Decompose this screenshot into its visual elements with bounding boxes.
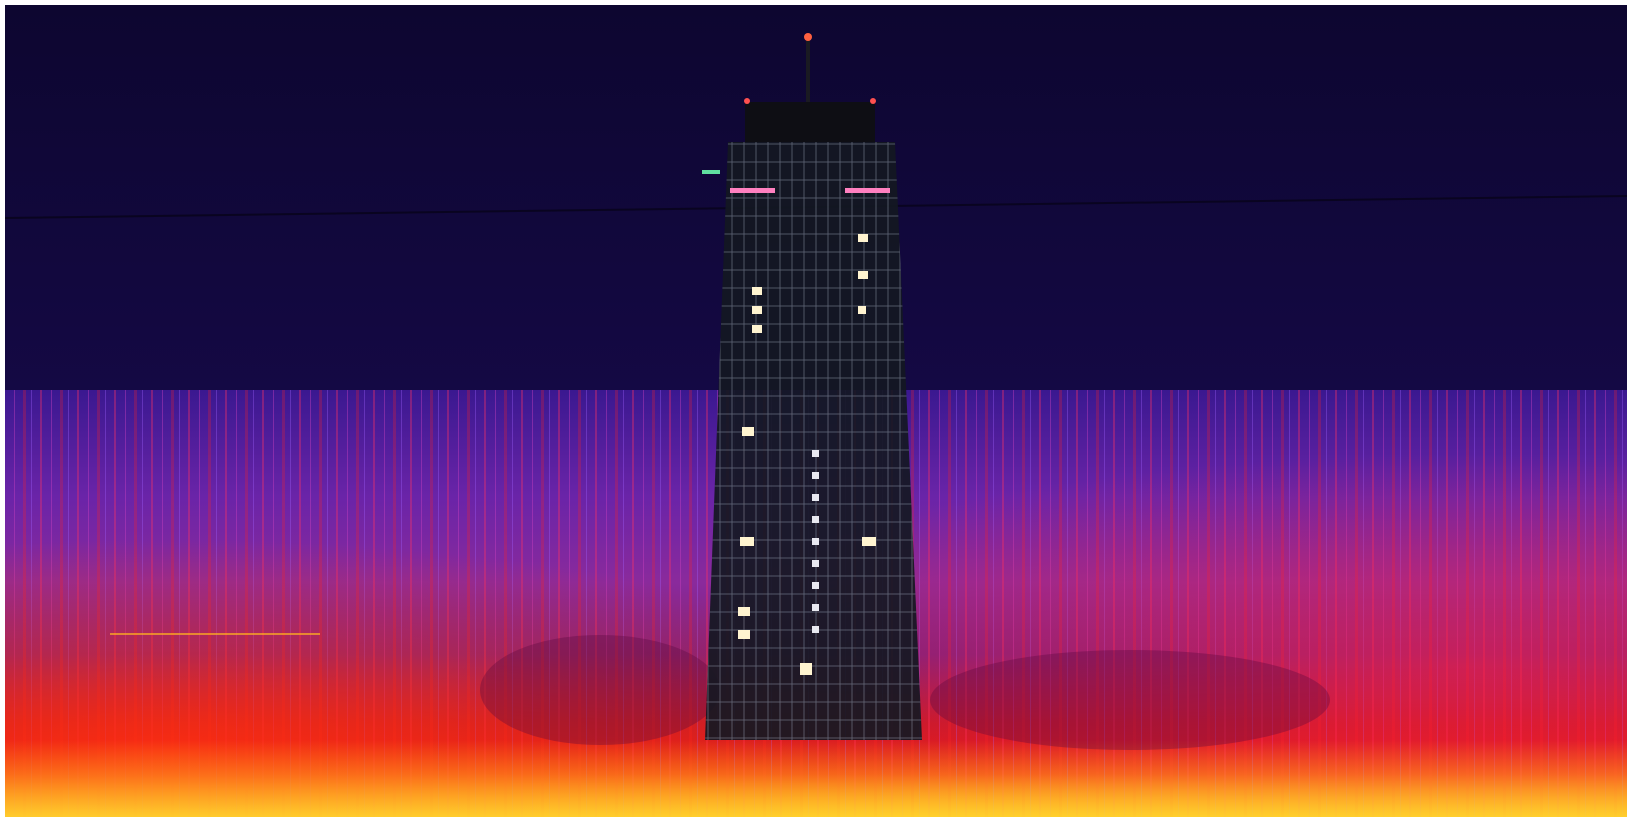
sign-light bbox=[730, 188, 775, 193]
tree-silhouette bbox=[930, 650, 1330, 750]
roof bbox=[745, 102, 875, 142]
tower-windows bbox=[705, 142, 922, 740]
beacon bbox=[804, 33, 812, 41]
light bbox=[702, 170, 720, 174]
tree-silhouette bbox=[480, 635, 720, 745]
beacon bbox=[870, 98, 876, 104]
lit-windows bbox=[738, 234, 876, 675]
beacon bbox=[744, 98, 750, 104]
spectrogram-low-band bbox=[5, 740, 1627, 817]
tower bbox=[702, 33, 922, 740]
sign-light bbox=[845, 188, 890, 193]
core-lights bbox=[812, 450, 819, 633]
